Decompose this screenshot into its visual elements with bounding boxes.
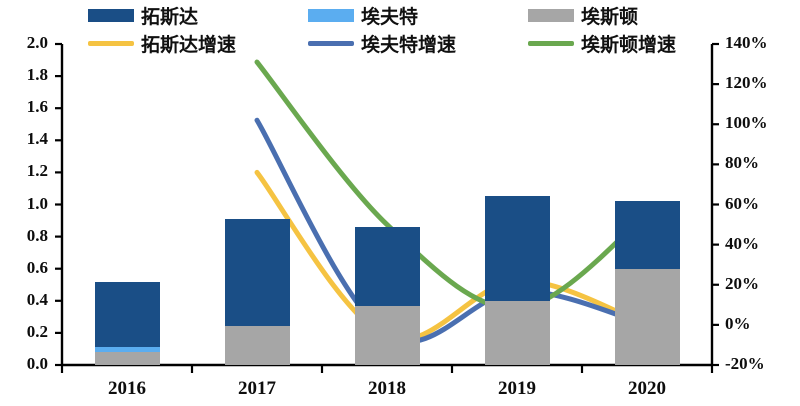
bar-segment bbox=[94, 352, 160, 365]
y-axis-tick-label-left: 0.2 bbox=[26, 321, 48, 341]
y-axis-tick-label-right: 140% bbox=[725, 33, 768, 52]
y-axis-tick-label-left: 0.6 bbox=[26, 257, 48, 277]
legend-item-4: 埃夫特增速 bbox=[308, 30, 456, 57]
y-axis-tick-label-right: 60% bbox=[725, 193, 759, 213]
x-axis-tick-label: 2019 bbox=[498, 378, 536, 399]
legend-item-1: 埃夫特 bbox=[308, 2, 418, 29]
x-axis-tick-label: 2018 bbox=[368, 378, 406, 399]
legend-label-4: 埃夫特增速 bbox=[361, 34, 457, 56]
legend-swatch-aifute-growth-line bbox=[308, 41, 354, 46]
y-axis-tick-label-left: 1.6 bbox=[26, 97, 48, 117]
y-axis-tick-label-right: 80% bbox=[725, 153, 759, 173]
x-axis-tick-label: 2020 bbox=[628, 378, 666, 399]
y-axis-tick-label-right: 40% bbox=[725, 233, 759, 253]
y-axis-tick-label-right: 120% bbox=[725, 73, 768, 93]
y-axis-tick-label-left: 1.8 bbox=[26, 65, 48, 85]
y-axis-tick-label-left: 0.0 bbox=[26, 354, 48, 373]
y-axis-tick-label-right: -20% bbox=[725, 354, 765, 373]
legend-item-2: 埃斯顿 bbox=[528, 2, 638, 29]
y-axis-tick-label-left: 1.4 bbox=[26, 129, 48, 149]
legend-swatch-tuosida-bar bbox=[88, 9, 134, 22]
y-axis-tick-label-right: 100% bbox=[725, 113, 768, 133]
y-axis-tick-label-left: 0.4 bbox=[26, 289, 48, 309]
bar-segment bbox=[224, 326, 290, 365]
legend-item-0: 拓斯达 bbox=[88, 2, 198, 29]
legend-item-5: 埃斯顿增速 bbox=[528, 30, 676, 57]
legend-label-2: 埃斯顿 bbox=[581, 6, 639, 28]
y-axis-tick-label-right: 0% bbox=[725, 313, 751, 333]
y-axis-tick-label-right: 20% bbox=[725, 273, 759, 293]
legend-swatch-aifute-bar bbox=[308, 9, 354, 22]
legend-swatch-tuosida-growth-line bbox=[88, 41, 134, 46]
legend-swatch-aisidun-bar bbox=[528, 9, 574, 22]
legend-swatch-aisidun-growth-line bbox=[528, 41, 574, 46]
legend-item-3: 拓斯达增速 bbox=[88, 30, 236, 57]
legend-label-5: 埃斯顿增速 bbox=[581, 34, 677, 56]
legend-label-0: 拓斯达 bbox=[141, 6, 199, 28]
x-axis-tick-label: 2016 bbox=[108, 378, 146, 399]
bar-segment bbox=[614, 268, 680, 365]
y-axis-tick-label-left: 1.0 bbox=[26, 193, 48, 213]
y-axis-tick-label-left: 1.2 bbox=[26, 161, 48, 181]
legend-label-1: 埃夫特 bbox=[361, 6, 419, 28]
legend-label-3: 拓斯达增速 bbox=[141, 34, 237, 56]
y-axis-tick-label-left: 0.8 bbox=[26, 225, 48, 245]
x-axis-tick-label: 2017 bbox=[238, 378, 276, 399]
y-axis-tick-label-left: 2.0 bbox=[26, 33, 48, 52]
bar-segment bbox=[484, 300, 550, 365]
bar-segment bbox=[354, 305, 420, 365]
chart-legend: 拓斯达 埃夫特 埃斯顿 拓斯达增速 埃夫特增速 埃斯顿增速 bbox=[0, 0, 800, 56]
